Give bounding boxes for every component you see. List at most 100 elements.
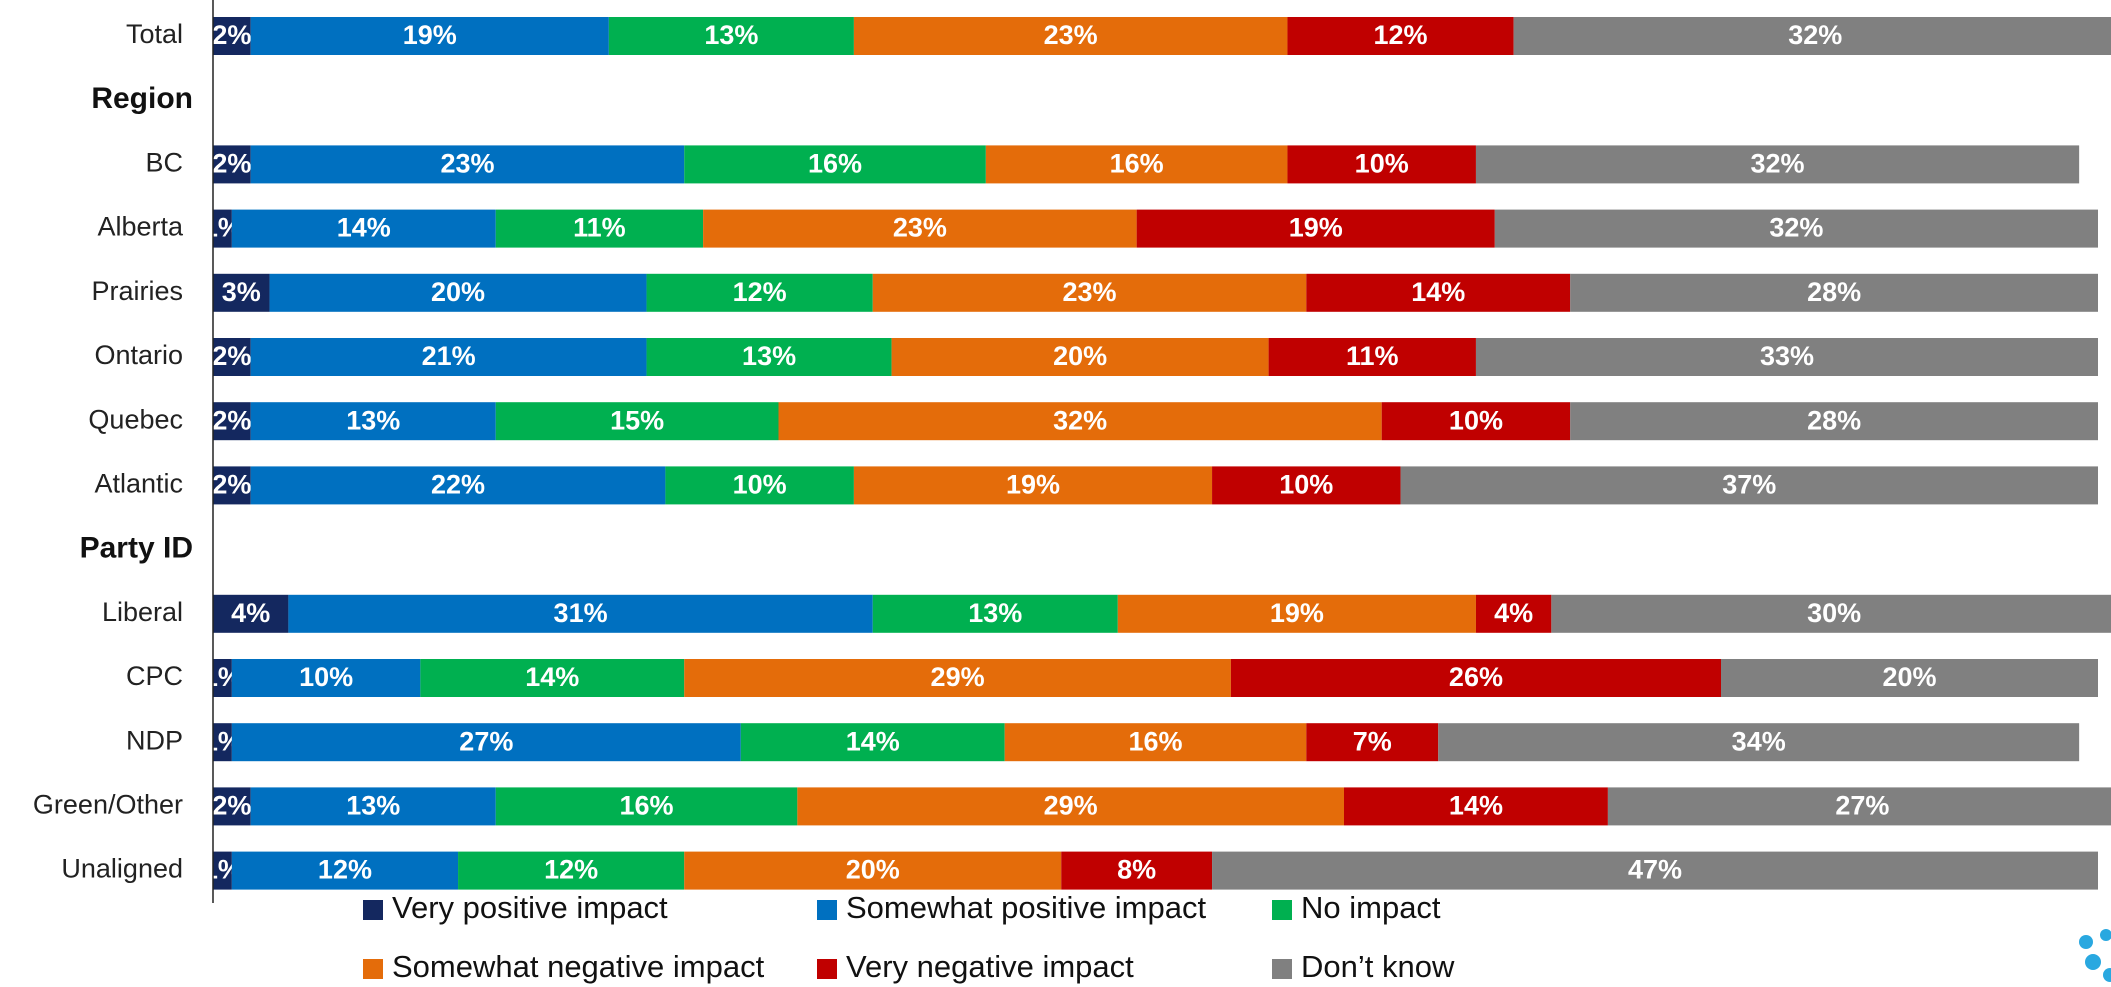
bar-segment [684, 145, 986, 184]
value-label: 12% [318, 855, 372, 885]
legend-swatch [363, 959, 383, 979]
value-label: 16% [620, 791, 674, 821]
value-label: 19% [403, 20, 457, 50]
bar-segment [1136, 209, 1495, 248]
value-label: 14% [337, 213, 391, 243]
bar-segment [495, 209, 704, 248]
category-label: Liberal [102, 597, 183, 627]
bar-segment [891, 338, 1269, 376]
value-label: 4% [231, 598, 270, 628]
bar-segment [213, 209, 232, 248]
value-label: 12% [733, 277, 787, 307]
value-label: 29% [931, 662, 985, 692]
value-label: 19% [1289, 213, 1343, 243]
legend-label: Very negative impact [846, 949, 1134, 984]
value-label: 28% [1807, 277, 1861, 307]
value-label: 16% [808, 149, 862, 179]
value-label: 11% [1346, 341, 1399, 371]
bar-segment [213, 466, 251, 505]
category-label: Unaligned [61, 854, 183, 884]
bar-segment [1004, 723, 1307, 762]
value-label: 13% [346, 791, 400, 821]
bar-segment [1212, 851, 2098, 890]
value-label: 19% [1006, 470, 1060, 500]
bar-segment [684, 659, 1231, 697]
bar-segment [1551, 594, 2111, 633]
bar-segment [288, 594, 873, 633]
bar-segment [608, 17, 854, 55]
logo [2079, 929, 2111, 982]
legend-swatch [1272, 900, 1292, 920]
bar-segment [1061, 851, 1213, 890]
bar-segment [1721, 659, 2098, 697]
legend-label: No impact [1301, 890, 1441, 925]
bar-segment [1212, 466, 1401, 505]
bar-segment [985, 145, 1288, 184]
bar-segment [853, 466, 1213, 505]
bar-segment [1438, 723, 2080, 762]
value-label: 13% [346, 405, 400, 435]
value-label: 7% [1353, 726, 1392, 756]
bar-segment [684, 851, 1062, 890]
value-label: 22% [431, 470, 485, 500]
bar-segment [1287, 145, 1476, 184]
bar-segment [420, 659, 685, 697]
value-label: 15% [610, 405, 664, 435]
category-label: NDP [126, 725, 183, 755]
value-label: 27% [1835, 791, 1889, 821]
bar-segment [1475, 145, 2080, 184]
value-label: 32% [1788, 20, 1842, 50]
bar-segment [250, 787, 496, 826]
bar-segment [646, 273, 873, 312]
value-label: 32% [1751, 149, 1805, 179]
value-label: 29% [1044, 791, 1098, 821]
value-label: 34% [1732, 726, 1786, 756]
bar-segment [213, 659, 232, 697]
value-label: 14% [1449, 791, 1503, 821]
value-label: 28% [1807, 405, 1861, 435]
bar-segment [1570, 402, 2098, 441]
value-label: 27% [459, 726, 513, 756]
bar-segment [231, 659, 421, 697]
value-label: 2% [212, 20, 251, 50]
group-header: Region [91, 82, 193, 115]
value-label: 20% [1882, 662, 1936, 692]
bar-segment [872, 594, 1118, 633]
value-label: 23% [1063, 277, 1117, 307]
bar-segment [778, 402, 1382, 441]
value-label: 14% [1411, 277, 1465, 307]
category-label: Alberta [97, 212, 184, 242]
value-label: 10% [733, 470, 787, 500]
bar-segment [1607, 787, 2111, 826]
legend-swatch [1272, 959, 1292, 979]
bar-segment [1268, 338, 1476, 376]
value-label: 37% [1722, 470, 1776, 500]
value-label: 3% [222, 277, 261, 307]
value-label: 20% [431, 277, 485, 307]
value-label: 16% [1110, 149, 1164, 179]
bar-segment [213, 402, 251, 441]
plot-area: 2% 19% 13% 23% 12% 32%2% 23% 16% 16% 10% 32%1% 14% 1… [212, 17, 2111, 890]
bar-segment [1117, 594, 1476, 633]
category-label: Quebec [88, 404, 183, 434]
bar-segment [1287, 17, 1514, 55]
value-label: 2% [212, 149, 251, 179]
bar-segment [231, 723, 741, 762]
legend-label: Somewhat positive impact [846, 890, 1206, 925]
bar-segment [213, 145, 251, 184]
value-label: 33% [1760, 341, 1814, 371]
bar-segment [646, 338, 892, 376]
value-label: 23% [440, 149, 494, 179]
value-label: 31% [554, 598, 608, 628]
bar-segment [1306, 723, 1439, 762]
value-label: 2% [212, 405, 251, 435]
value-label: 13% [742, 341, 796, 371]
bar-segment [1475, 338, 2098, 376]
value-label: 10% [1449, 405, 1503, 435]
bar-segment [703, 209, 1137, 248]
value-label: 11% [573, 213, 626, 243]
legend-swatch [817, 900, 837, 920]
bar-segment [740, 723, 1005, 762]
value-label: 19% [1270, 598, 1324, 628]
